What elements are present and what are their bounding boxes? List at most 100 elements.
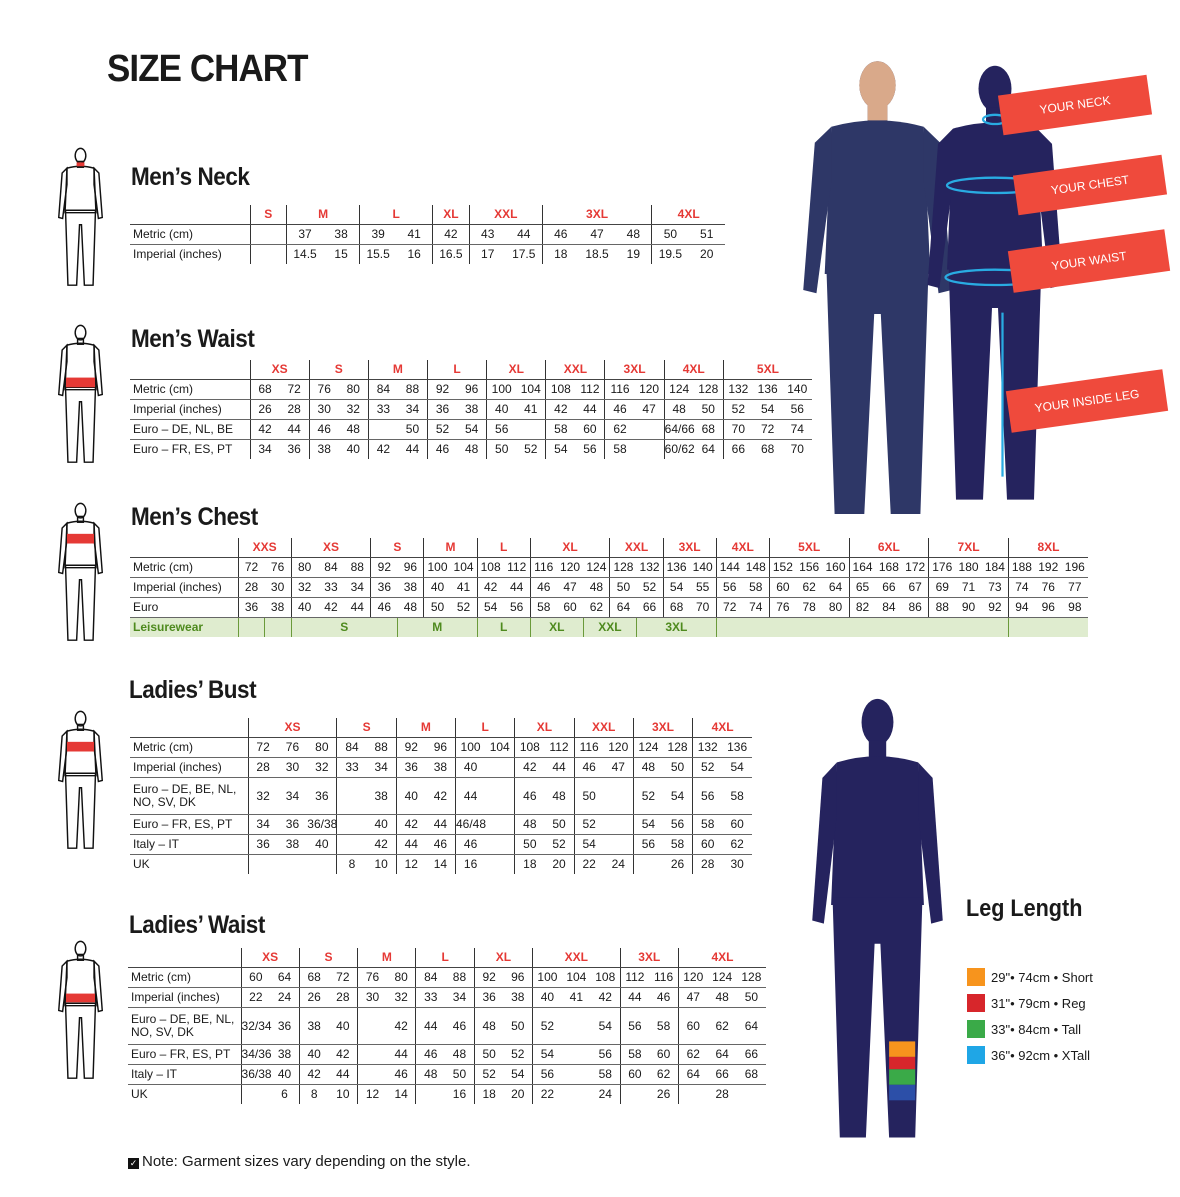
table-cell: 56 — [583, 442, 597, 456]
table-cell — [240, 1084, 271, 1104]
size-label: XXL — [609, 538, 664, 558]
table-cell: 50 — [609, 577, 637, 598]
table-cell: 46 — [573, 757, 604, 778]
table-cell: 26 — [249, 399, 280, 420]
table-cell: 42 — [432, 224, 470, 245]
table-cell: 192 — [1034, 557, 1062, 578]
table-cell: 88 — [397, 379, 428, 400]
table-cell: 14.5 — [286, 244, 324, 264]
table-cell: 54 — [545, 439, 576, 459]
table-cell: 108 — [476, 557, 504, 578]
table-cell: 40 — [366, 814, 397, 835]
table-cell: 36 — [307, 777, 337, 815]
table-cell: 18 — [473, 1084, 504, 1104]
table-cell: 46 — [649, 987, 679, 1008]
table-cell: 48 — [514, 814, 545, 835]
table-cell: 76 — [768, 597, 796, 618]
table-cell: 62 — [707, 1007, 737, 1045]
size-label: L — [426, 360, 487, 380]
table-cell: 72 — [715, 597, 743, 618]
table-cell: 40 — [395, 777, 426, 815]
body-outline-chest-icon — [58, 502, 103, 641]
table-cell: 65 — [848, 577, 876, 598]
table-cell — [367, 419, 398, 440]
table-cell: 50 — [397, 419, 428, 440]
table-cell: 60 — [677, 1007, 708, 1045]
table-cell: 84 — [367, 379, 398, 400]
size-label: 4XL — [663, 360, 724, 380]
size-label: 4XL — [651, 205, 725, 225]
size-label: M — [367, 360, 428, 380]
header-blank — [130, 718, 248, 738]
row-label: Imperial (inches) — [130, 757, 248, 778]
table-cell: 52 — [427, 419, 458, 440]
table-cell: 46 — [415, 1044, 446, 1065]
table-cell: 18 — [541, 244, 579, 264]
table-cell: 30 — [277, 757, 308, 778]
table-cell: 36 — [247, 834, 278, 855]
size-label: 8XL — [1007, 538, 1089, 558]
body-outline-neck-icon — [58, 147, 103, 286]
table-cell: 38 — [425, 757, 456, 778]
size-label: XS — [240, 948, 300, 968]
legend-swatch-icon — [967, 1020, 985, 1038]
table-cell: 6 — [281, 1087, 288, 1101]
size-label: XXL — [532, 948, 621, 968]
section-heading: Men’s Neck — [131, 163, 250, 191]
row-label: Italy – IT — [130, 834, 248, 855]
table-cell: 72 — [247, 737, 278, 758]
table-cell: 120 — [634, 379, 665, 400]
table-cell: 60 — [768, 577, 796, 598]
table-cell: 132 — [636, 557, 664, 578]
table-cell: 56 — [692, 777, 723, 815]
table-cell: 132 — [722, 379, 753, 400]
section-heading: Men’s Waist — [131, 325, 255, 353]
table-row: Euro – DE, BE, NL, NO, SV, DK 32 34 36 38 40 4… — [130, 777, 752, 815]
size-label: XL — [514, 718, 575, 738]
table-cell — [516, 419, 546, 440]
size-table: S M L XL XXL 3XL 4XL Metric (cm) 37 38 39 41 42 43 44 4… — [130, 205, 725, 264]
table-cell: 12 — [395, 854, 426, 874]
table-cell: 74 — [782, 419, 813, 440]
table-cell: 42 — [395, 814, 426, 835]
row-label: Euro – DE, NL, BE — [130, 419, 250, 440]
table-cell: 72 — [279, 379, 310, 400]
table-cell: 96 — [1034, 597, 1062, 618]
table-cell: 42 — [425, 777, 456, 815]
table-cell: 55 — [689, 577, 717, 598]
table-row: Imperial (inches) 22 24 26 28 30 32 33 34 36 38 40 4… — [128, 987, 766, 1008]
table-cell: 136 — [752, 379, 783, 400]
table-cell — [485, 855, 515, 875]
table-cell: 116 — [529, 557, 557, 578]
table-cell: 92 — [370, 557, 398, 578]
table-cell: 50 — [445, 1064, 475, 1085]
size-label: 5XL — [722, 360, 813, 380]
table-cell: 50 — [662, 757, 693, 778]
legend-item: 36"• 92cm • XTall — [967, 1046, 1090, 1064]
leg-band-tall — [889, 1069, 916, 1085]
table-cell: 48 — [632, 757, 663, 778]
row-label: Euro — [130, 597, 238, 618]
table-cell: 62 — [604, 419, 635, 440]
table-cell: 30 — [357, 987, 387, 1008]
table-cell: 144 — [715, 557, 743, 578]
row-label: Metric (cm) — [130, 224, 251, 245]
leisurewear-cell — [237, 617, 265, 637]
table-cell: 68 — [662, 597, 690, 618]
size-label: 3XL — [662, 538, 717, 558]
table-cell: 42 — [545, 399, 576, 420]
table-cell: 48 — [707, 987, 737, 1008]
table-row: Imperial (inches) 28 30 32 33 34 36 38 40 41 42 44 4… — [130, 577, 1089, 598]
table-cell: 44 — [575, 399, 605, 420]
table-cell: 42 — [514, 757, 545, 778]
table-cell: 40 — [298, 1044, 329, 1065]
table-cell: 16 — [407, 247, 421, 261]
leg-length-silhouette — [812, 698, 943, 1138]
table-cell: 62 — [677, 1044, 708, 1065]
table-row: Italy – IT 36/38 40 42 44 46 48 50 52 54 56 58 60 62 6… — [128, 1064, 766, 1085]
table-cell — [336, 834, 367, 855]
table-cell: 64 — [707, 1044, 737, 1065]
table-cell: 54 — [632, 814, 663, 835]
table-row: Euro 36 38 40 42 44 46 48 50 52 54 56 58 60 62 64 66 68 70… — [130, 597, 1089, 618]
table-cell: 70 — [790, 442, 804, 456]
